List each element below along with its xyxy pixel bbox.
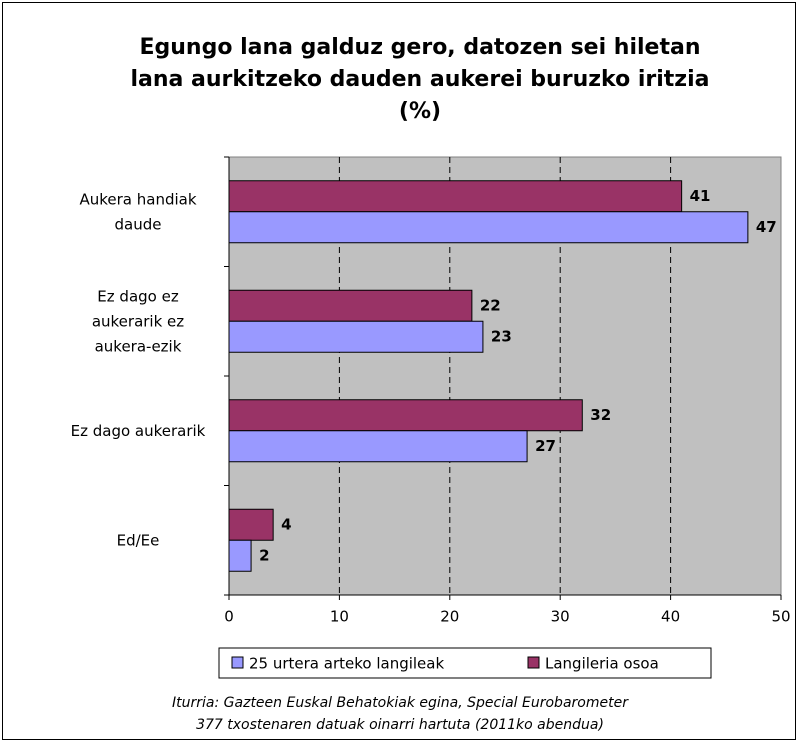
data-label: 32: [590, 406, 611, 424]
x-tick-label: 30: [551, 608, 570, 626]
bar: [228, 399, 583, 432]
x-tick-label: 40: [661, 608, 680, 626]
bar: [228, 180, 683, 213]
bar: [228, 430, 528, 463]
x-tick-label: 10: [330, 608, 349, 626]
chart-title: Egungo lana galduz gero, datozen sei hil…: [130, 35, 710, 124]
data-label: 4: [281, 515, 291, 533]
legend-swatch: [527, 656, 540, 669]
data-label: 47: [756, 218, 777, 236]
data-label: 27: [535, 437, 556, 455]
bar: [228, 211, 749, 244]
legend-swatch: [231, 656, 244, 669]
y-tick-label: Ez dago ez aukerarik ez aukera-ezik: [92, 287, 184, 355]
x-tick-label: 20: [440, 608, 459, 626]
legend-label: Langileria osoa: [545, 655, 659, 673]
bar: [228, 320, 484, 353]
legend-box: [218, 647, 712, 679]
legend-label: 25 urtera arteko langileak: [249, 655, 444, 673]
bar: [228, 539, 252, 572]
data-label: 23: [491, 327, 512, 345]
data-label: 2: [259, 546, 269, 564]
y-tick-label: Ed/Ee: [117, 531, 160, 549]
y-tick-label: Ez dago aukerarik: [71, 421, 206, 439]
source-note: Iturria: Gazteen Euskal Behatokiak egina…: [172, 695, 628, 733]
data-label: 22: [480, 296, 501, 314]
data-label: 41: [690, 187, 711, 205]
y-tick-label: Aukera handiak daude: [79, 190, 196, 233]
bar: [228, 508, 274, 541]
bar: [228, 289, 473, 322]
x-tick-label: 0: [224, 608, 234, 626]
x-tick-label: 50: [771, 608, 790, 626]
